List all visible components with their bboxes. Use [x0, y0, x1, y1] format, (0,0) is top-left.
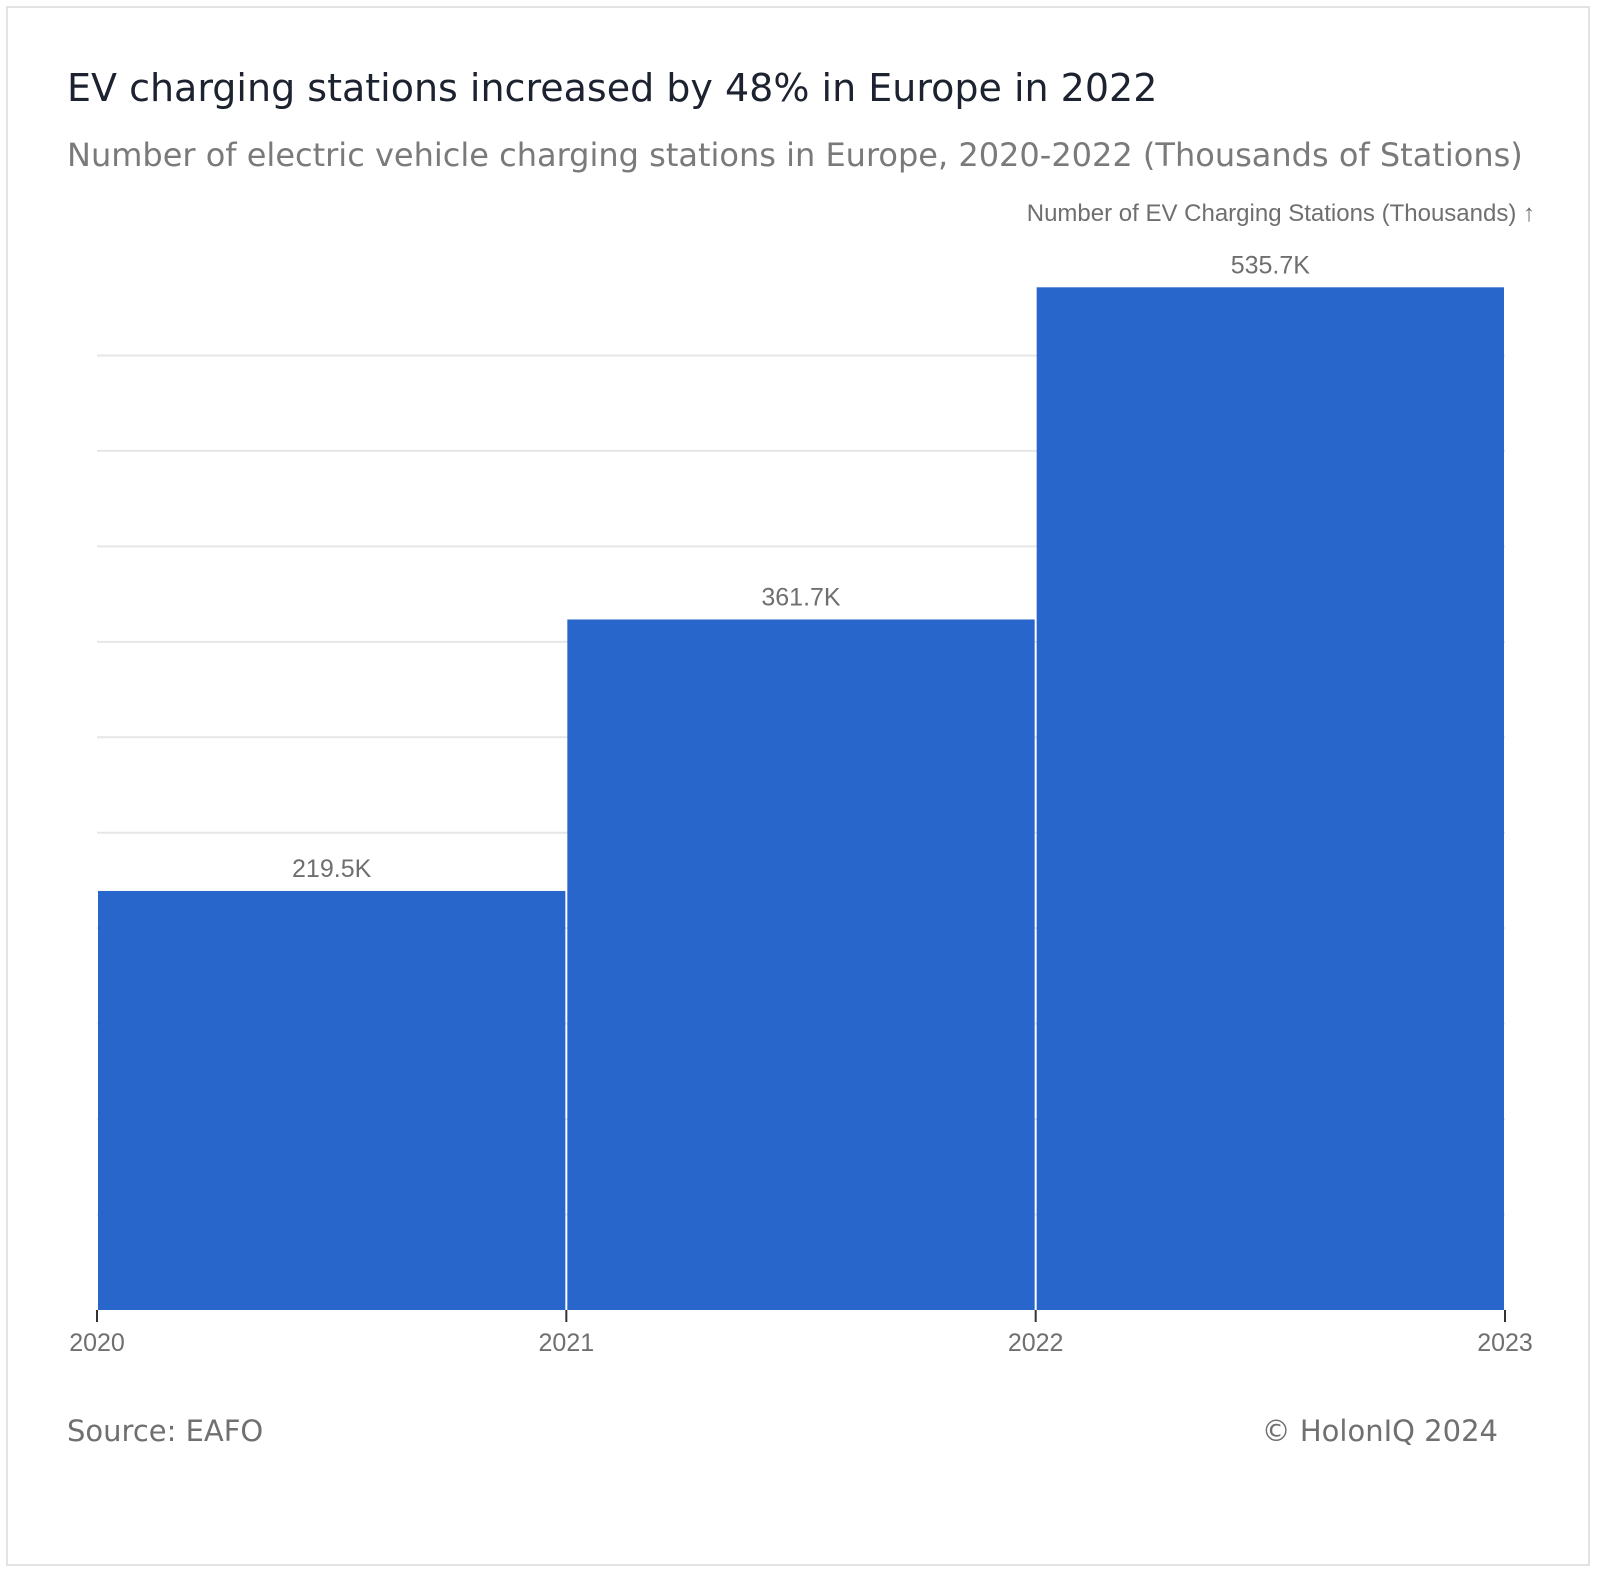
bar-value-label: 361.7K — [761, 583, 841, 611]
chart-subtitle: Number of electric vehicle charging stat… — [67, 136, 1523, 174]
x-tick-label: 2020 — [69, 1329, 125, 1357]
source-note: Source: EAFO — [67, 1414, 264, 1448]
x-axis: 2020 2021 2022 2023 — [69, 1310, 1533, 1357]
x-tick-label: 2022 — [1008, 1329, 1064, 1357]
bar-2021 — [567, 619, 1035, 1310]
bar-2020 — [98, 890, 566, 1310]
bar-2022 — [1036, 287, 1504, 1310]
bar-value-label: 535.7K — [1231, 251, 1311, 279]
bar-value-label: 219.5K — [292, 855, 372, 883]
x-tick-label: 2023 — [1477, 1329, 1533, 1357]
bars: 219.5K 361.7K 535.7K — [98, 251, 1504, 1310]
chart-title: EV charging stations increased by 48% in… — [67, 66, 1158, 110]
y-axis-title: Number of EV Charging Stations (Thousand… — [1027, 200, 1535, 227]
x-tick-label: 2021 — [539, 1329, 595, 1357]
copyright-note: © HolonIQ 2024 — [1261, 1414, 1498, 1448]
